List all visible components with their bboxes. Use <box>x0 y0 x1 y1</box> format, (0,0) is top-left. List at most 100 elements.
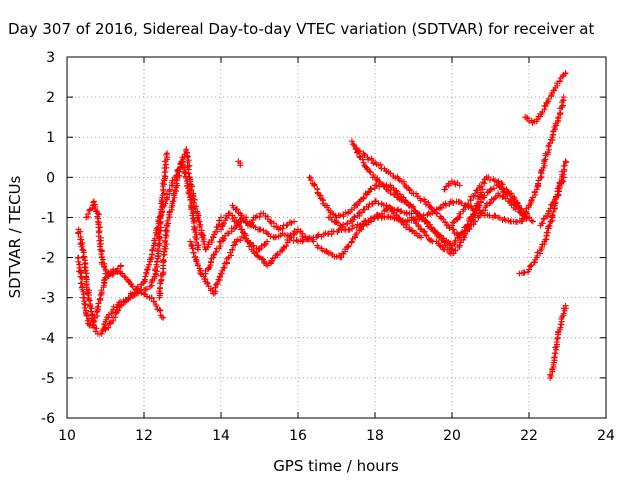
series-track-6 <box>187 233 271 297</box>
data-point <box>495 178 502 185</box>
data-point <box>305 235 312 242</box>
data-point <box>538 244 545 251</box>
data-point <box>236 222 243 229</box>
data-point <box>410 203 417 210</box>
data-point <box>508 190 515 197</box>
data-point <box>462 230 469 237</box>
data-point <box>105 311 112 318</box>
data-point <box>527 263 534 270</box>
data-point <box>89 205 96 212</box>
x-tick-label: 16 <box>289 428 307 444</box>
data-point <box>560 310 567 317</box>
data-point <box>545 95 552 102</box>
data-point <box>360 194 367 201</box>
data-point <box>356 148 363 155</box>
data-point <box>121 273 128 280</box>
data-point <box>229 247 236 254</box>
data-point <box>80 294 87 301</box>
data-point <box>94 218 101 225</box>
data-point <box>452 247 459 254</box>
series-track-20 <box>441 178 463 193</box>
y-tick-label: 0 <box>46 170 55 186</box>
y-tick-label: -6 <box>41 411 55 427</box>
data-point <box>114 307 121 314</box>
data-point <box>89 322 96 329</box>
data-point <box>197 270 204 277</box>
data-point <box>562 70 569 77</box>
data-point <box>161 258 168 265</box>
series-track-19 <box>460 190 536 237</box>
data-point <box>84 312 91 319</box>
data-point <box>307 177 314 184</box>
x-tick-label: 22 <box>520 428 538 444</box>
data-point <box>237 237 244 244</box>
data-point <box>549 212 556 219</box>
data-point <box>253 212 260 219</box>
y-tick-label: -4 <box>41 331 55 347</box>
data-point <box>403 221 410 228</box>
data-point <box>187 238 194 245</box>
data-point <box>169 177 176 184</box>
data-point <box>505 189 512 196</box>
data-point <box>559 102 566 109</box>
data-point <box>162 227 169 234</box>
data-point <box>189 242 196 249</box>
data-point <box>534 116 541 123</box>
y-tick-label: -2 <box>41 251 55 267</box>
plot-frame <box>66 56 607 419</box>
chart-title: Day 307 of 2016, Sidereal Day-to-day VTE… <box>8 20 594 38</box>
data-point <box>365 204 372 211</box>
series-track-16 <box>325 198 425 241</box>
data-point <box>551 354 558 361</box>
data-point <box>162 168 169 175</box>
data-point <box>422 198 429 205</box>
data-point <box>423 232 430 239</box>
series-track-2 <box>74 254 167 329</box>
data-point <box>549 213 556 220</box>
data-point <box>539 220 546 227</box>
data-point <box>112 314 119 321</box>
data-point <box>417 197 424 204</box>
data-point <box>559 177 566 184</box>
data-point <box>233 206 240 213</box>
data-point <box>466 225 473 232</box>
data-point <box>450 200 457 207</box>
data-point <box>373 182 380 189</box>
data-point <box>418 214 425 221</box>
data-point <box>142 273 149 280</box>
data-point <box>102 325 109 332</box>
data-point <box>299 238 306 245</box>
data-point <box>319 196 326 203</box>
data-point <box>143 293 150 300</box>
y-tick-label: -3 <box>41 291 55 307</box>
data-point <box>176 166 183 173</box>
y-tick-label: -5 <box>41 371 55 387</box>
data-point <box>442 219 449 226</box>
data-point <box>210 252 217 259</box>
data-point <box>559 313 566 320</box>
data-point <box>344 243 351 250</box>
data-point <box>268 259 275 266</box>
data-point <box>502 195 509 202</box>
data-point <box>216 217 223 224</box>
data-point <box>87 308 94 315</box>
data-point <box>156 288 163 295</box>
data-point <box>541 156 548 163</box>
x-tick-label: 18 <box>366 428 384 444</box>
data-point <box>543 229 550 236</box>
data-point <box>291 218 298 225</box>
data-point <box>204 244 211 251</box>
series-track-3 <box>83 198 124 278</box>
data-point <box>300 237 307 244</box>
data-point <box>407 187 414 194</box>
data-point <box>94 210 101 217</box>
data-point <box>255 253 262 260</box>
series-track-5 <box>156 146 224 301</box>
data-point <box>521 269 528 276</box>
x-tick-label: 10 <box>58 428 76 444</box>
data-point <box>156 227 163 234</box>
data-point <box>83 270 90 277</box>
data-point <box>487 177 494 184</box>
data-point <box>348 238 355 245</box>
